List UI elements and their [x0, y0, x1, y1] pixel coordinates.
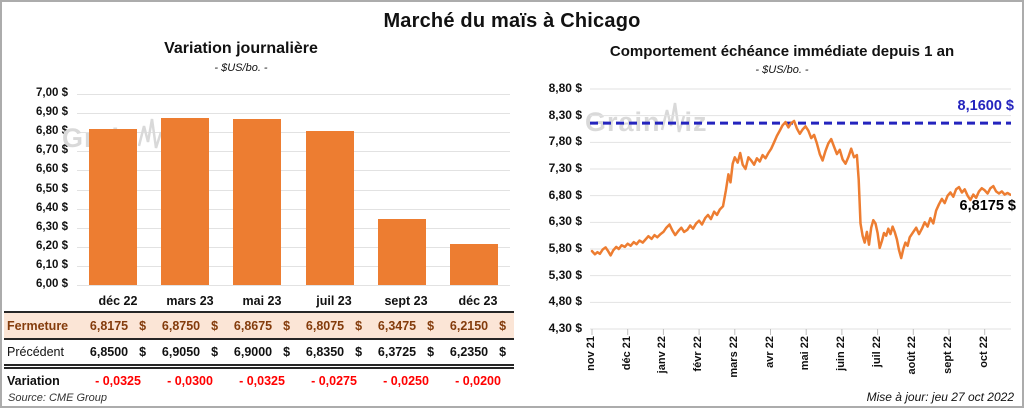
cell-close: 6,8750 $	[161, 318, 219, 333]
y-axis-tick-label: 6,80 $	[36, 125, 68, 138]
gridline	[77, 227, 510, 229]
zigzag-line-icon	[137, 116, 162, 161]
bar-juil 23	[305, 130, 354, 285]
cell-variation: - 0,0275	[311, 374, 357, 388]
x-axis-tick-label: avr 22	[763, 336, 776, 368]
y-axis-tick-label: 8,30 $	[548, 107, 582, 122]
price-line-series	[590, 119, 1011, 260]
bar-mars 23	[161, 117, 210, 285]
y-axis-tick-label: 7,30 $	[548, 161, 582, 175]
futures-quote-table: déc 22 mars 23 mai 23 juil 23 sept 23 dé…	[4, 290, 514, 393]
cell-previous: 6,8350 $	[305, 345, 363, 359]
cell-close: 6,2150 $	[449, 318, 507, 333]
cell-close: 6,8175 $	[89, 318, 147, 333]
y-axis-tick-label: 4,80 $	[548, 294, 582, 309]
line-chart-title: Comportement échéance immédiate depuis 1…	[609, 43, 955, 60]
x-axis-tick-label: juil 22	[870, 336, 883, 368]
x-axis-tick-label: févr 22	[692, 336, 705, 372]
table-row-precedent: Précédent 6,8500 $ 6,9050 $ 6,9000 $ 6,8350…	[4, 340, 514, 369]
update-note: Mise à jour: jeu 27 oct 2022	[866, 390, 1014, 404]
cell-variation: - 0,0325	[239, 374, 285, 388]
table-header-row: déc 22 mars 23 mai 23 juil 23 sept 23 dé…	[4, 290, 514, 313]
bar-déc 23	[449, 243, 498, 285]
y-axis-tick-label: 7,00 $	[36, 87, 68, 99]
y-axis-tick-label: 5,30 $	[548, 267, 582, 282]
cell-variation: - 0,0300	[167, 374, 213, 388]
x-axis-tick-label: janv 22	[656, 336, 669, 374]
cell-previous: 6,8500 $	[89, 345, 147, 359]
cell-close: 6,3475 $	[377, 318, 435, 333]
line-chart-plot	[590, 88, 1011, 335]
y-axis-tick-label: 6,30 $	[548, 214, 582, 229]
bar-chart-plot	[77, 94, 510, 286]
source-note: Source: CME Group	[8, 392, 108, 404]
cell-variation: - 0,0200	[455, 374, 501, 388]
table-row-fermeture: Fermeture 6,8175 $ 6,8750 $ 6,8675 $ 6,8075…	[4, 313, 514, 340]
bar-déc 22	[89, 128, 138, 285]
column-header: mars 23	[166, 293, 214, 308]
x-axis-tick-label: nov 21	[585, 336, 597, 371]
column-header: juil 23	[316, 293, 352, 308]
y-axis-tick-label: 6,30 $	[36, 220, 68, 233]
gridline	[77, 189, 510, 191]
bar-chart-subtitle: - $US/bo. -	[214, 62, 268, 74]
x-axis-tick-label: sept 22	[942, 336, 954, 374]
gridline	[77, 132, 510, 134]
cell-previous: 6,3725 $	[377, 345, 435, 359]
column-header: sept 23	[384, 293, 428, 308]
gridline	[77, 265, 510, 267]
line-chart-subtitle: - $US/bo. -	[755, 64, 809, 76]
table-row-variation: Variation - 0,0325 - 0,0300 - 0,0325 - 0…	[4, 369, 514, 393]
y-axis-tick-label: 6,40 $	[36, 201, 68, 214]
y-axis-tick-label: 7,80 $	[548, 134, 582, 149]
y-axis-tick-label: 6,00 $	[36, 278, 68, 290]
x-axis-tick-label: mars 22	[727, 336, 740, 378]
gridline	[77, 170, 510, 172]
gridline	[77, 285, 510, 286]
bar-chart-title: Variation journalière	[164, 40, 318, 57]
y-axis-tick-label: 6,20 $	[36, 239, 68, 252]
gridline	[77, 113, 510, 115]
cell-previous: 6,9000 $	[233, 345, 291, 359]
reference-line-label: 8,1600 $	[957, 98, 1014, 114]
x-axis-tick-label: août 22	[906, 336, 919, 375]
cell-close: 6,8675 $	[233, 318, 291, 333]
page-title: Marché du maïs à Chicago	[383, 10, 641, 32]
row-label: Précédent	[7, 345, 64, 359]
cell-variation: - 0,0250	[383, 374, 429, 388]
gridline	[77, 208, 510, 210]
last-price-label: 6,8175 $	[959, 198, 1016, 214]
y-axis-tick-label: 6,90 $	[36, 106, 68, 119]
cell-previous: 6,9050 $	[161, 345, 219, 359]
y-axis-tick-label: 5,80 $	[548, 241, 582, 255]
bar-mai 23	[233, 119, 282, 285]
y-axis-tick-label: 6,60 $	[36, 163, 68, 176]
y-axis-tick-label: 8,80 $	[548, 81, 582, 95]
y-axis-tick-label: 6,80 $	[548, 187, 582, 202]
row-label: Fermeture	[7, 318, 69, 333]
x-axis-tick-label: juin 22	[834, 336, 847, 371]
zigzag-line-icon	[660, 100, 685, 145]
column-header: déc 22	[98, 293, 138, 308]
row-label: Variation	[7, 374, 60, 388]
column-header: mai 23	[242, 293, 282, 308]
gridline	[77, 151, 510, 153]
gridline	[77, 94, 510, 95]
gridline	[77, 246, 510, 248]
y-axis-tick-label: 6,70 $	[36, 144, 68, 157]
y-axis-tick-label: 4,30 $	[548, 321, 582, 335]
cell-previous: 6,2350 $	[449, 345, 507, 359]
x-axis-tick-label: oct 22	[977, 336, 990, 368]
bar-sept 23	[377, 218, 426, 285]
x-axis-tick-label: déc 21	[620, 336, 633, 371]
x-axis-tick-label: mai 22	[799, 336, 812, 371]
cell-close: 6,8075 $	[305, 318, 363, 333]
column-header: déc 23	[458, 293, 498, 308]
cell-variation: - 0,0325	[95, 374, 141, 388]
y-axis-tick-label: 6,10 $	[36, 258, 68, 271]
y-axis-tick-label: 6,50 $	[36, 182, 68, 195]
